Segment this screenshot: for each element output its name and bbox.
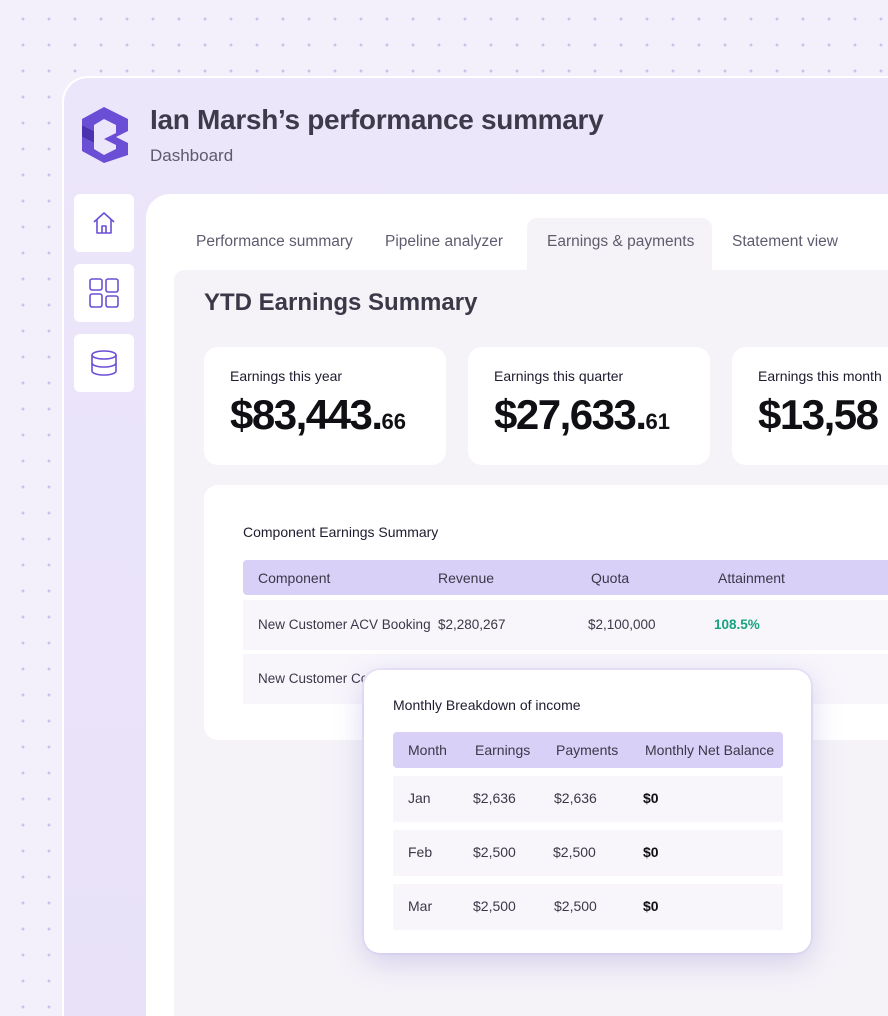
sidebar-item-home[interactable] <box>74 194 134 252</box>
table-row[interactable] <box>243 600 888 650</box>
cell-net-balance: $0 <box>643 898 659 914</box>
cell-net-balance: $0 <box>643 790 659 806</box>
column-header: Month <box>408 742 447 758</box>
cell-month: Jan <box>408 790 431 806</box>
cell-earnings: $2,636 <box>473 790 516 806</box>
cell-month: Feb <box>408 844 433 860</box>
page-title: Ian Marsh’s performance summary <box>150 104 604 135</box>
cell-component: New Customer ACV Booking <box>258 617 431 632</box>
stat-card-month: Earnings this month $13,58 <box>732 347 888 465</box>
column-header: Quota <box>591 570 630 586</box>
column-header: Monthly Net Balance <box>645 742 775 758</box>
stat-label: Earnings this month <box>758 368 882 384</box>
cell-net-balance: $0 <box>643 844 659 860</box>
sidebar-item-data[interactable] <box>74 334 134 392</box>
section-title: YTD Earnings Summary <box>204 289 478 316</box>
column-header: Component <box>258 570 331 586</box>
cell-payments: $2,636 <box>554 790 597 806</box>
popup-title: Monthly Breakdown of income <box>393 697 581 713</box>
column-header: Revenue <box>438 570 495 586</box>
cell-earnings: $2,500 <box>473 898 516 914</box>
sidebar-item-dashboard[interactable] <box>74 264 134 322</box>
cell-revenue: $2,280,267 <box>438 617 506 632</box>
cell-payments: $2,500 <box>554 898 597 914</box>
table-row[interactable] <box>393 830 783 876</box>
home-icon <box>93 212 115 234</box>
cell-earnings: $2,500 <box>473 844 516 860</box>
stat-label: Earnings this year <box>230 368 343 384</box>
column-header: Attainment <box>718 570 785 586</box>
stat-value: $27,633.61 <box>494 391 670 438</box>
table-header <box>393 732 783 768</box>
cell-month: Mar <box>408 898 433 914</box>
table-row[interactable] <box>393 776 783 822</box>
tab-earnings-payments[interactable]: Earnings & payments <box>547 233 695 250</box>
page-subtitle: Dashboard <box>150 146 234 165</box>
column-header: Payments <box>556 742 619 758</box>
cell-quota: $2,100,000 <box>588 617 656 632</box>
tab-statement-view[interactable]: Statement view <box>732 233 838 250</box>
panel-title: Component Earnings Summary <box>243 524 439 540</box>
brand-logo-icon <box>82 107 128 163</box>
active-tab-background <box>527 218 712 274</box>
stat-label: Earnings this quarter <box>494 368 624 384</box>
stat-card-quarter: Earnings this quarter $27,633.61 <box>468 347 710 465</box>
tab-performance-summary[interactable]: Performance summary <box>196 233 353 250</box>
column-header: Earnings <box>475 742 531 758</box>
stat-value: $13,58 <box>758 391 879 438</box>
stat-value: $83,443.66 <box>230 391 406 438</box>
cell-attainment: 108.5% <box>714 617 760 632</box>
table-header <box>243 560 888 595</box>
cell-component: New Customer Co <box>258 671 369 686</box>
database-icon <box>91 350 117 376</box>
table-row[interactable] <box>393 884 783 930</box>
cell-payments: $2,500 <box>553 844 596 860</box>
layout-grid-icon <box>89 278 119 308</box>
stat-card-year: Earnings this year $83,443.66 <box>204 347 446 465</box>
tab-pipeline-analyzer[interactable]: Pipeline analyzer <box>385 233 504 250</box>
